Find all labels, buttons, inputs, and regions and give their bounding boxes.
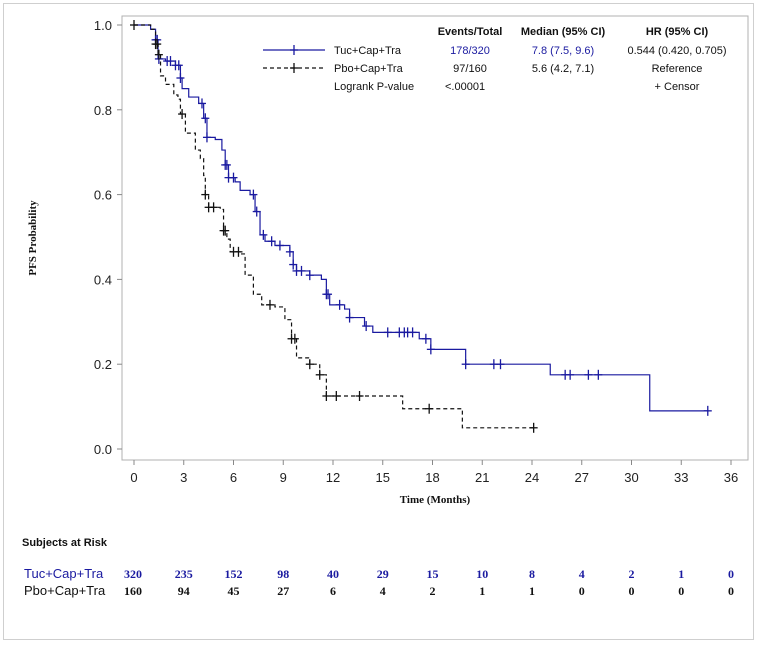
y-tick-label: 0.0 (94, 442, 112, 457)
risk-count: 1 (479, 584, 485, 598)
risk-row-label: Pbo+Cap+Tra (24, 583, 106, 598)
risk-count: 1 (678, 567, 684, 581)
x-tick-label: 27 (575, 470, 589, 485)
figure-border (3, 3, 754, 640)
legend-series-name: Tuc+Cap+Tra (334, 45, 402, 57)
risk-count: 0 (629, 584, 635, 598)
legend-header: Median (95% CI) (521, 26, 606, 38)
legend-hr: 0.544 (0.420, 0.705) (627, 45, 726, 57)
risk-count: 0 (579, 584, 585, 598)
legend-events: 97/160 (453, 63, 487, 75)
risk-count: 4 (380, 584, 386, 598)
risk-count: 10 (476, 567, 488, 581)
logrank-value: <.00001 (445, 81, 485, 93)
risk-count: 1 (529, 584, 535, 598)
x-tick-label: 24 (525, 470, 539, 485)
risk-count: 94 (178, 584, 190, 598)
risk-row-label: Tuc+Cap+Tra (24, 566, 104, 581)
legend-median: 5.6 (4.2, 7.1) (532, 63, 594, 75)
risk-count: 27 (277, 584, 289, 598)
x-tick-label: 12 (326, 470, 340, 485)
x-tick-label: 36 (724, 470, 738, 485)
risk-count: 8 (529, 567, 535, 581)
x-axis-label: Time (Months) (400, 494, 471, 506)
risk-table-title: Subjects at Risk (22, 537, 108, 549)
legend-events: 178/320 (450, 45, 490, 57)
risk-count: 0 (678, 584, 684, 598)
legend-header: HR (95% CI) (646, 26, 709, 38)
x-tick-label: 3 (180, 470, 187, 485)
risk-count: 98 (277, 567, 289, 581)
plot-frame (121, 15, 749, 461)
risk-count: 6 (330, 584, 336, 598)
risk-count: 160 (124, 584, 142, 598)
censor-legend: + Censor (655, 81, 700, 93)
x-tick-label: 6 (230, 470, 237, 485)
km-curve-tuc (134, 24, 708, 412)
y-tick-label: 1.0 (94, 18, 112, 33)
risk-count: 152 (225, 567, 243, 581)
y-tick-label: 0.4 (94, 272, 112, 287)
x-tick-label: 18 (425, 470, 439, 485)
legend-hr: Reference (652, 63, 703, 75)
y-tick-label: 0.2 (94, 357, 112, 372)
legend-series-name: Pbo+Cap+Tra (334, 63, 404, 75)
risk-count: 45 (228, 584, 240, 598)
risk-count: 15 (427, 567, 439, 581)
y-tick-label: 0.6 (94, 188, 112, 203)
risk-count: 29 (377, 567, 389, 581)
risk-count: 0 (728, 584, 734, 598)
x-tick-label: 33 (674, 470, 688, 485)
logrank-label: Logrank P-value (334, 81, 414, 93)
y-axis-label: PFS Probability (27, 200, 39, 276)
risk-count: 40 (327, 567, 339, 581)
risk-count: 235 (175, 567, 193, 581)
risk-count: 320 (124, 567, 142, 581)
legend-median: 7.8 (7.5, 9.6) (532, 45, 594, 57)
risk-count: 0 (728, 567, 734, 581)
x-tick-label: 30 (624, 470, 638, 485)
x-tick-label: 21 (475, 470, 489, 485)
x-tick-label: 0 (130, 470, 137, 485)
risk-count: 2 (430, 584, 436, 598)
risk-count: 2 (629, 567, 635, 581)
y-tick-label: 0.8 (94, 103, 112, 118)
risk-count: 4 (579, 567, 585, 581)
x-tick-label: 15 (376, 470, 390, 485)
x-tick-label: 9 (280, 470, 287, 485)
legend-header: Events/Total (438, 26, 503, 38)
